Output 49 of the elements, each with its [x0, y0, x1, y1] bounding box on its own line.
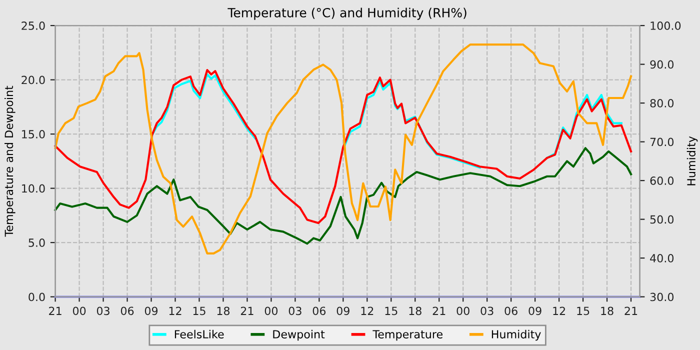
legend-label: Temperature — [372, 330, 442, 341]
x-tick-label: 00 — [264, 306, 278, 316]
x-tick-label: 06 — [120, 306, 134, 316]
x-tick-label: 03 — [96, 306, 110, 316]
y2-tick-label: 40.0 — [650, 254, 674, 262]
x-tick-label: 15 — [577, 306, 590, 316]
x-tick-label: 18 — [409, 306, 422, 316]
x-tick-label: 09 — [144, 306, 158, 316]
line-series — [54, 68, 632, 224]
x-tick-label: 21 — [624, 306, 638, 315]
x-tick-label: 15 — [193, 306, 206, 316]
x-tick-label: 03 — [480, 306, 494, 316]
chart-title: Temperature (°C) and Humidity (RH%) — [228, 8, 466, 20]
x-tick-label: 12 — [553, 306, 565, 315]
y2-tick-label: 80.0 — [650, 99, 674, 108]
y2-tick-label: 30.0 — [650, 292, 674, 302]
x-tick-label: 06 — [504, 306, 518, 316]
y2-tick-label: 60.0 — [650, 176, 674, 185]
x-tick-label: 21 — [432, 306, 446, 315]
x-tick-label: 00 — [456, 306, 470, 316]
y-tick-label: 20.0 — [22, 76, 45, 84]
legend-label: Dewpoint — [273, 330, 325, 341]
y2-axis-title: Humidity — [686, 136, 698, 186]
y-tick-label: 0.0 — [28, 292, 45, 302]
y2-tick-label: 100.0 — [650, 22, 681, 30]
x-tick-label: 21 — [49, 306, 62, 315]
x-tick-label: 15 — [385, 306, 398, 316]
x-tick-label: 18 — [601, 306, 614, 316]
x-tick-label: 12 — [169, 306, 182, 315]
x-tick-label: 12 — [361, 306, 374, 315]
x-tick-label: 06 — [312, 306, 326, 316]
y-tick-label: 25.0 — [22, 22, 45, 30]
legend-label: Humidity — [492, 330, 541, 341]
line-series — [54, 147, 632, 245]
y-axis-title: Temperature and Dewpoint — [4, 86, 16, 237]
line-series — [54, 43, 632, 254]
y-tick-label: 15.0 — [22, 130, 45, 138]
y2-tick-label: 50.0 — [650, 215, 674, 224]
x-tick-label: 09 — [336, 306, 350, 316]
legend-label: FeelsLike — [174, 330, 224, 338]
x-tick-label: 00 — [72, 306, 86, 316]
x-tick-label: 03 — [288, 306, 302, 316]
x-tick-label: 18 — [217, 306, 230, 316]
y2-tick-label: 90.0 — [650, 60, 674, 69]
x-tick-label: 09 — [528, 306, 542, 316]
y-tick-label: 10.0 — [22, 184, 45, 193]
y-tick-label: 5.0 — [28, 238, 45, 247]
x-tick-label: 21 — [240, 306, 254, 315]
y2-tick-label: 70.0 — [650, 138, 674, 146]
